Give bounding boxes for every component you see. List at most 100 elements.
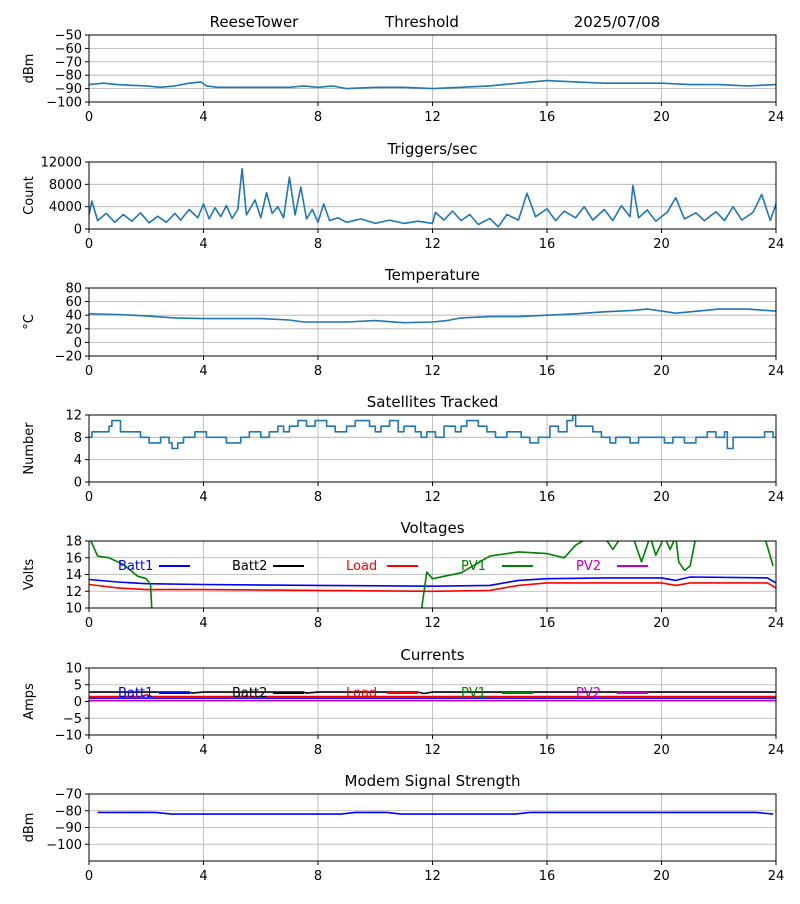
series-line-signal	[89, 79, 776, 90]
series-line-temperature	[89, 308, 776, 324]
y-tick-label: 80	[65, 282, 82, 297]
y-tick-label: 12	[65, 585, 82, 600]
x-tick-label: 0	[85, 237, 93, 252]
x-tick-label: 4	[199, 237, 207, 252]
series-line-triggers	[89, 167, 776, 228]
x-tick-label: 12	[424, 110, 441, 125]
x-tick-label: 16	[539, 490, 556, 505]
panel-modem: 0 4 8 12 16 20 24 −70−80 −90 −100 Modem Signal Str…	[22, 772, 784, 884]
series-group	[89, 308, 776, 324]
series-group	[89, 541, 776, 608]
header-date: 2025/07/08	[574, 13, 660, 31]
y-tick-label: −90	[55, 821, 82, 836]
series-line-batt2	[89, 691, 776, 695]
x-tick-label: 12	[424, 743, 441, 758]
y-tick-label: 40	[65, 309, 82, 324]
x-tick-label: 20	[653, 237, 670, 252]
y-tick-label: −70	[55, 788, 82, 803]
x-tick-label: 8	[314, 743, 322, 758]
x-tick-label: 24	[768, 616, 785, 631]
x-tick-label: 24	[768, 490, 785, 505]
x-tick-label: 4	[199, 616, 207, 631]
series-group	[89, 415, 776, 450]
series-group	[89, 167, 776, 228]
x-tick-label: 12	[424, 490, 441, 505]
x-tick-label: 24	[768, 364, 785, 379]
panel-title: Voltages	[400, 519, 464, 537]
panel-triggers: 0 4 8 12 16 20 24 0 4000 8000 12000 Triggers/sec Cou…	[22, 140, 784, 252]
panel-title: Satellites Tracked	[367, 393, 498, 411]
legend-label-batt1: Batt1	[118, 559, 153, 574]
series-line-load	[89, 582, 776, 593]
series-line-modem	[97, 811, 774, 815]
y-axis-label: dBm	[22, 813, 37, 843]
series-group	[89, 79, 776, 90]
panel-title: Triggers/sec	[387, 140, 478, 158]
y-tick-label: 8000	[49, 178, 82, 193]
y-tick-label: 60	[65, 295, 82, 310]
x-tick-label: 20	[653, 364, 670, 379]
y-tick-label: −100	[46, 96, 82, 111]
y-tick-label: 5	[74, 678, 82, 693]
panel-signal: 0 4 8 12 16 20 24 −50−60−70−80−90−100 dBm	[22, 29, 784, 126]
x-tick-label: 16	[539, 616, 556, 631]
x-tick-label: 0	[85, 616, 93, 631]
y-tick-label: 14	[65, 568, 82, 583]
legend-label-batt1: Batt1	[118, 686, 153, 701]
y-tick-label: 10	[65, 662, 82, 677]
panel-title: Modem Signal Strength	[345, 772, 521, 790]
y-axis-label: dBm	[22, 54, 37, 84]
x-tick-label: 16	[539, 869, 556, 884]
panel-currents: 0 4 8 12 16 20 24 −10 −5 0 510 Currents Amps Batt1 Bat…	[22, 646, 784, 758]
panel-title: Temperature	[384, 266, 480, 284]
y-tick-label: −60	[55, 42, 82, 57]
legend-label-load: Load	[346, 686, 377, 701]
y-tick-label: 16	[65, 551, 82, 566]
header-mode: Threshold	[384, 13, 459, 31]
legend-label-pv1: PV1	[461, 686, 486, 701]
x-tick-label: 24	[768, 743, 785, 758]
x-tick-label: 4	[199, 364, 207, 379]
x-tick-label: 12	[424, 616, 441, 631]
x-tick-label: 20	[653, 616, 670, 631]
x-tick-label: 12	[424, 237, 441, 252]
x-tick-label: 4	[199, 110, 207, 125]
series-line-batt1	[89, 576, 776, 587]
x-tick-label: 8	[314, 237, 322, 252]
y-tick-label: 4000	[49, 200, 82, 215]
series-line-load	[89, 694, 776, 698]
x-tick-label: 4	[199, 869, 207, 884]
series-group	[97, 811, 774, 815]
y-tick-label: −5	[63, 712, 82, 727]
y-tick-label: 8	[74, 431, 82, 446]
legend-label-batt2: Batt2	[232, 686, 267, 701]
panel-satellites: 0 4 8 12 16 20 24 0 4 8 12 Satellites Tracked Number	[22, 393, 784, 505]
series-group	[89, 691, 776, 702]
legend-label-pv2: PV2	[576, 559, 601, 574]
y-axis-label: Number	[22, 422, 37, 475]
x-tick-label: 8	[314, 364, 322, 379]
x-tick-label: 16	[539, 237, 556, 252]
y-tick-label: −20	[55, 350, 82, 365]
x-tick-label: 16	[539, 743, 556, 758]
y-tick-label: 12000	[41, 156, 82, 171]
y-axis-label: °C	[22, 314, 37, 330]
x-tick-label: 4	[199, 490, 207, 505]
y-tick-label: −80	[55, 69, 82, 84]
x-tick-label: 24	[768, 869, 785, 884]
header-station: ReeseTower	[210, 13, 300, 31]
x-tick-label: 0	[85, 490, 93, 505]
legend-label-pv2: PV2	[576, 686, 601, 701]
y-tick-label: −50	[55, 29, 82, 44]
x-tick-label: 8	[314, 110, 322, 125]
y-axis-label: Volts	[22, 559, 37, 591]
x-tick-label: 8	[314, 490, 322, 505]
x-tick-label: 0	[85, 364, 93, 379]
y-tick-label: 18	[65, 535, 82, 550]
x-tick-label: 0	[85, 869, 93, 884]
x-tick-label: 12	[424, 364, 441, 379]
y-tick-label: 0	[74, 695, 82, 710]
